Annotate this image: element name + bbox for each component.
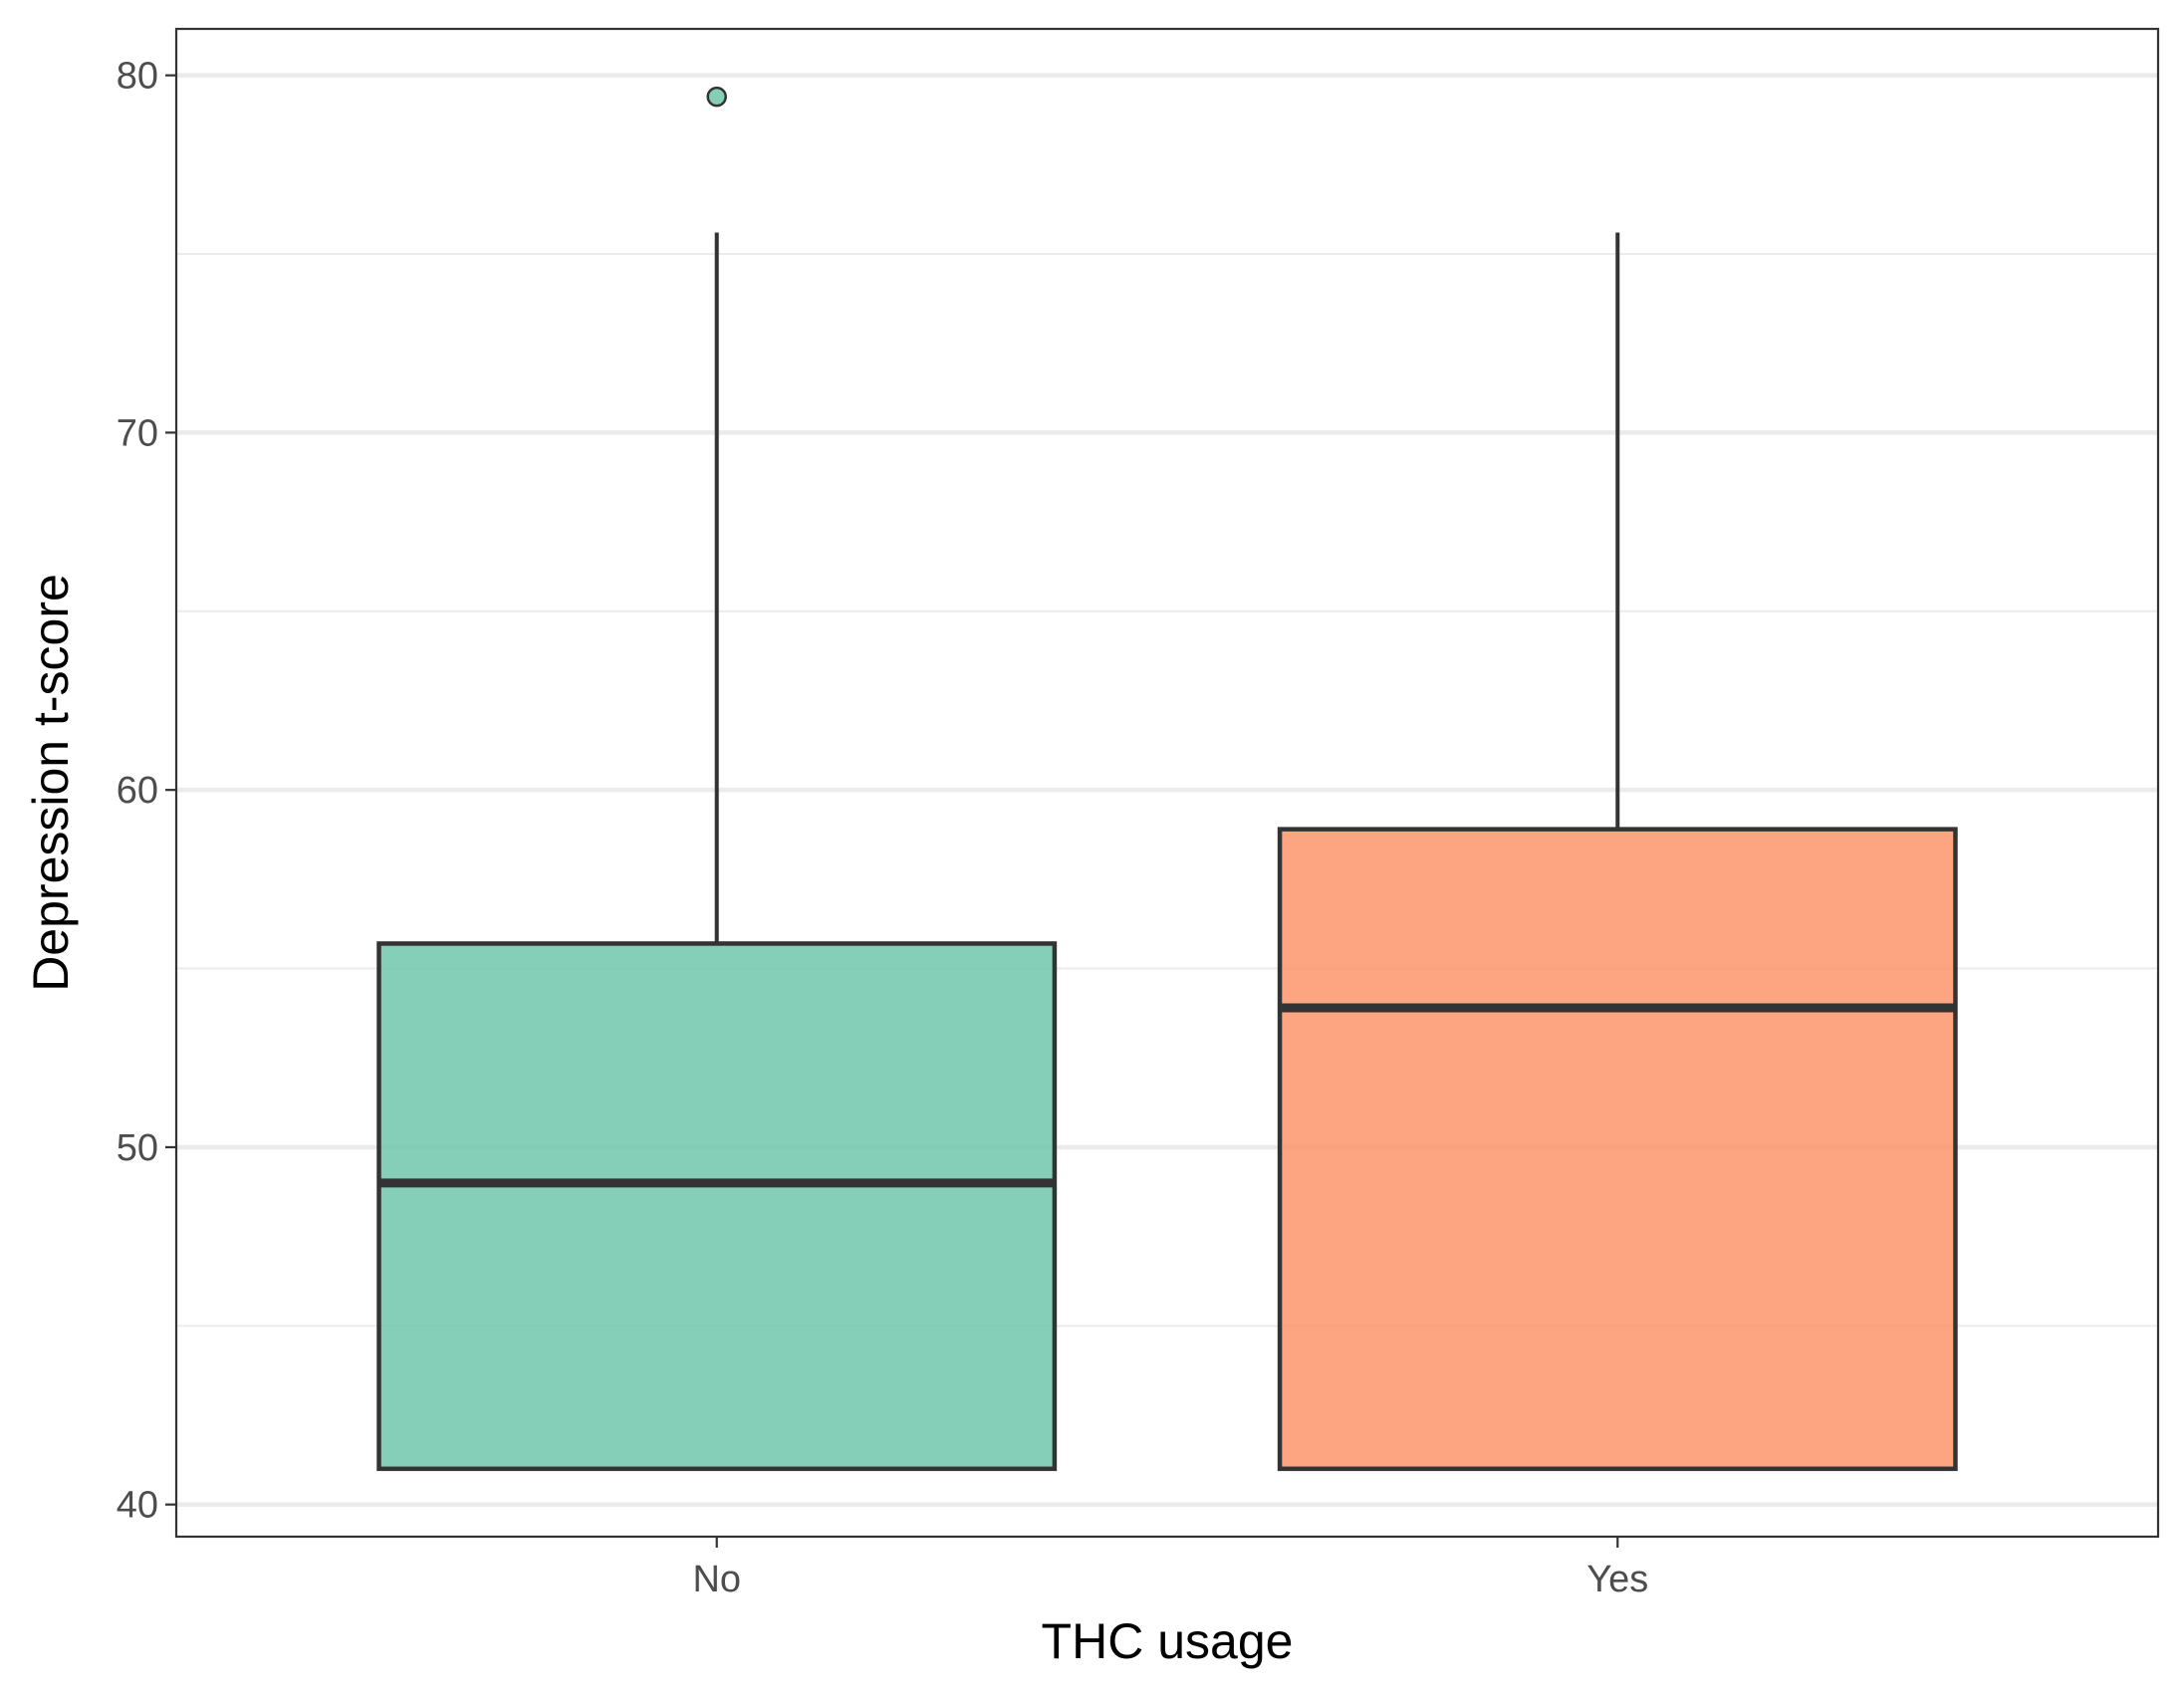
y-axis: 40 50 60 70 80 [117, 56, 176, 1527]
x-axis-title: THC usage [1042, 1613, 1294, 1669]
box-yes [1277, 232, 1958, 1472]
y-tick-label: 40 [117, 1485, 158, 1527]
y-tick-label: 80 [117, 56, 158, 98]
y-tick-label: 50 [117, 1127, 158, 1169]
x-axis: No Yes [692, 1537, 1648, 1600]
box-iqr [1277, 827, 1958, 1472]
y-axis-title: Depression t-score [23, 574, 79, 992]
x-tick-label: No [692, 1559, 741, 1600]
box-no [376, 86, 1058, 1472]
y-tick-label: 70 [117, 412, 158, 454]
box-iqr [376, 941, 1058, 1472]
x-tick-label: Yes [1586, 1559, 1648, 1600]
boxes [376, 86, 1958, 1472]
y-tick-label: 60 [117, 770, 158, 812]
outlier-point [706, 86, 727, 108]
plot-panel-border [174, 27, 2160, 1539]
